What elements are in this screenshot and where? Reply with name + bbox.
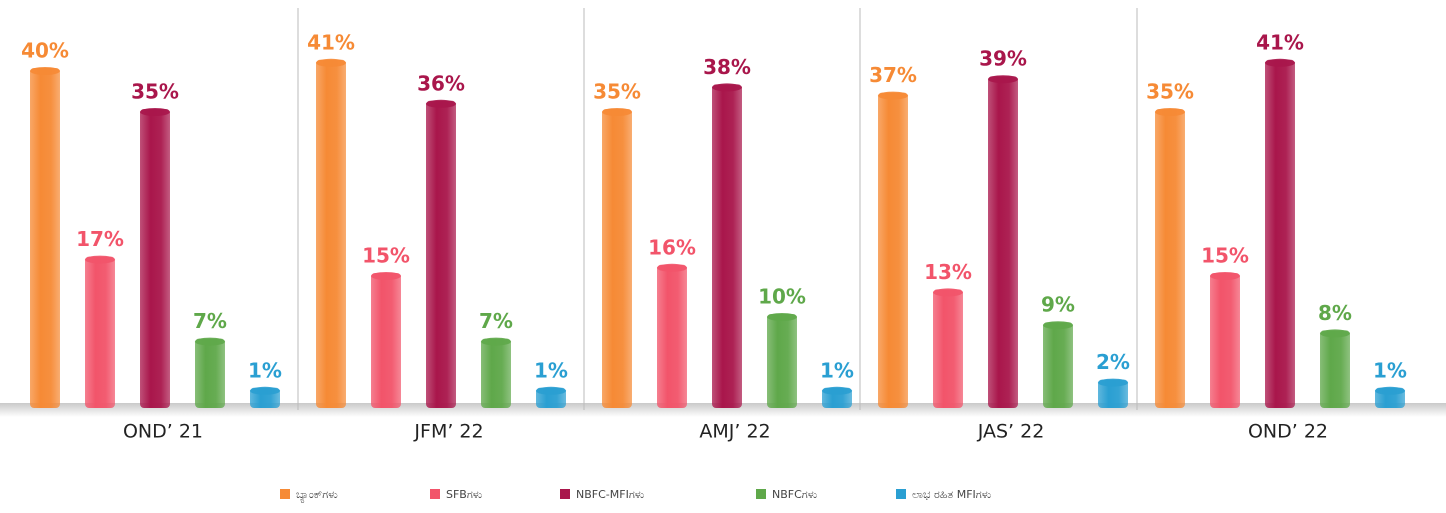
bar (1210, 273, 1240, 408)
data-label: 36% (417, 71, 465, 95)
data-label: 40% (21, 39, 69, 63)
bar-cap (767, 313, 797, 321)
data-label: 39% (979, 47, 1027, 71)
bar (371, 273, 401, 408)
bar-cap (1098, 378, 1128, 387)
data-label: 37% (869, 63, 917, 87)
floor (0, 403, 1446, 417)
bar-cap (316, 58, 346, 67)
data-label: 35% (593, 80, 641, 104)
data-label: 7% (193, 309, 227, 333)
data-label: 7% (479, 309, 513, 333)
data-label: 1% (248, 358, 282, 382)
data-label: 1% (534, 358, 568, 382)
data-label: 8% (1318, 301, 1352, 325)
data-label: 38% (703, 55, 751, 79)
bar-cap (988, 75, 1018, 84)
bar-cap (878, 91, 908, 100)
bar (767, 314, 797, 408)
bar-cap (1210, 272, 1240, 280)
bar (1098, 379, 1128, 408)
data-label: 35% (1146, 80, 1194, 104)
data-label: 35% (131, 80, 179, 104)
bar (426, 100, 456, 409)
bar (1155, 109, 1185, 408)
legend-swatch (756, 489, 766, 499)
x-tick-label: JAS’ 22 (977, 421, 1045, 443)
bar-cap (250, 386, 280, 395)
legend-swatch (560, 489, 570, 499)
legend-label: ಬ್ಯಾಂಕ್‌ಗಳು (296, 488, 338, 502)
bar (602, 109, 632, 408)
bar (933, 289, 963, 408)
bar (316, 59, 346, 409)
bar-cap (426, 99, 456, 108)
data-label: 1% (1373, 358, 1407, 382)
bar-cap (1155, 108, 1185, 116)
bar (195, 338, 225, 408)
bar (988, 76, 1018, 408)
bar-cap (195, 337, 225, 346)
bar-cap (85, 255, 115, 264)
bar-cap (1320, 329, 1350, 338)
x-tick-label: OND’ 22 (1248, 421, 1328, 443)
bar (1320, 330, 1350, 408)
data-label: 41% (1256, 30, 1304, 54)
data-label: 15% (1201, 244, 1249, 268)
bar (878, 92, 908, 408)
bar-cap (371, 272, 401, 280)
data-label: 2% (1096, 350, 1130, 374)
legend-swatch (280, 489, 290, 499)
bar (85, 256, 115, 408)
bar-cap (657, 263, 687, 272)
data-label: 41% (307, 30, 355, 54)
bar (30, 68, 60, 408)
data-label: 10% (758, 285, 806, 309)
bar (712, 84, 742, 409)
bar (1043, 322, 1073, 408)
data-label: 13% (924, 260, 972, 284)
bar-cap (536, 386, 566, 395)
bar-cap (712, 83, 742, 92)
bar-cap (140, 108, 170, 116)
x-tick-label: JFM’ 22 (413, 421, 483, 443)
bar-cap (1375, 386, 1405, 395)
data-label: 15% (362, 244, 410, 268)
bar (657, 264, 687, 408)
data-label: 9% (1041, 293, 1075, 317)
x-tick-label: OND’ 21 (123, 421, 203, 443)
legend-label: SFBಗಳು (446, 488, 483, 501)
legend-label: NBFCಗಳು (772, 488, 818, 501)
data-label: 1% (820, 358, 854, 382)
bar (140, 109, 170, 408)
bar-cap (822, 386, 852, 395)
legend-swatch (430, 489, 440, 499)
bar (1265, 59, 1295, 409)
bar-cap (30, 67, 60, 75)
bar-cap (602, 108, 632, 116)
data-label: 17% (76, 227, 124, 251)
bar-cap (933, 288, 963, 297)
bar-cap (1265, 58, 1295, 67)
bar-cap (1043, 321, 1073, 330)
legend-label: NBFC-MFIಗಳು (576, 488, 645, 501)
data-label: 16% (648, 235, 696, 259)
bar-cap (481, 337, 511, 346)
legend-swatch (896, 489, 906, 499)
dividers (297, 8, 1138, 410)
x-tick-label: AMJ’ 22 (699, 421, 770, 443)
legend-label: ಲಾಭ ರಹಿತ MFIಗಳು (912, 488, 992, 501)
bar (481, 338, 511, 408)
